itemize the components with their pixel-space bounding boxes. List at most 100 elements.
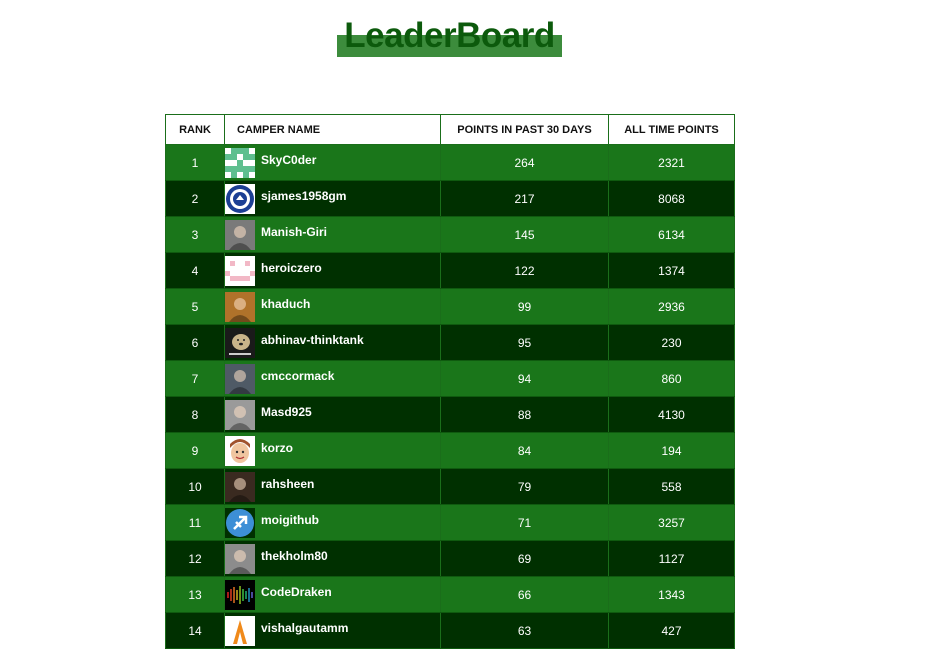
person-photo-graphic <box>225 399 255 430</box>
camper-cell: Masd925 <box>224 396 441 433</box>
rank-cell: 1 <box>165 144 225 181</box>
camper-cell: korzo <box>224 432 441 469</box>
recent-points-cell: 94 <box>440 360 609 397</box>
sagittarius-avatar[interactable] <box>225 507 255 538</box>
camper-cell: Manish-Giri <box>224 216 441 253</box>
camper-name-link[interactable]: rahsheen <box>261 476 315 491</box>
sagittarius-graphic <box>226 508 254 537</box>
camper-name-link[interactable]: CodeDraken <box>261 584 332 599</box>
club-crest-avatar[interactable] <box>225 183 255 214</box>
recent-points-cell: 66 <box>440 576 609 613</box>
photo-avatar[interactable] <box>225 471 255 502</box>
recent-points-cell: 122 <box>440 252 609 289</box>
photo-avatar[interactable] <box>225 363 255 394</box>
camper-name-link[interactable]: khaduch <box>261 296 311 311</box>
recent-points-column-header[interactable]: POINTS IN PAST 30 DAYS <box>440 114 609 145</box>
camper-cell: SkyC0der <box>224 144 441 181</box>
alltime-points-cell: 2936 <box>608 288 735 325</box>
camper-name-link[interactable]: abhinav-thinktank <box>261 332 364 347</box>
alltime-points-cell: 2321 <box>608 144 735 181</box>
camper-cell: sjames1958gm <box>224 180 441 217</box>
photo-avatar[interactable] <box>225 543 255 574</box>
alltime-points-cell: 1343 <box>608 576 735 613</box>
identicon-graphic <box>225 147 255 178</box>
camper-cell: rahsheen <box>224 468 441 505</box>
table-row: 13 CodeDraken 66 1343 <box>165 576 735 613</box>
page-title: LeaderBoard <box>344 16 555 55</box>
dog-photo-avatar[interactable] <box>225 327 255 358</box>
camper-cell: cmccormack <box>224 360 441 397</box>
alltime-points-cell: 1127 <box>608 540 735 577</box>
rank-cell: 9 <box>165 432 225 469</box>
title-highlight-bar <box>337 35 562 57</box>
person-photo-graphic <box>225 219 255 250</box>
person-photo-graphic <box>225 291 255 322</box>
rank-cell: 3 <box>165 216 225 253</box>
pixel-face-graphic <box>225 260 255 281</box>
alltime-points-column-header[interactable]: ALL TIME POINTS <box>608 114 735 145</box>
alltime-points-cell: 1374 <box>608 252 735 289</box>
camper-name-link[interactable]: moigithub <box>261 512 319 527</box>
camper-name-link[interactable]: korzo <box>261 440 294 455</box>
alltime-points-cell: 860 <box>608 360 735 397</box>
table-row: 5 khaduch 99 2936 <box>165 288 735 325</box>
table-row: 6 abhinav-thinktank 95 230 <box>165 324 735 361</box>
table-row: 2 sjames1958gm 217 8068 <box>165 180 735 217</box>
identicon-avatar[interactable] <box>225 147 255 178</box>
camper-name-link[interactable]: heroiczero <box>261 260 322 275</box>
rank-cell: 10 <box>165 468 225 505</box>
person-photo-graphic <box>225 543 255 574</box>
logo-graphic <box>233 619 247 644</box>
camper-name-link[interactable]: Masd925 <box>261 404 312 419</box>
rank-cell: 13 <box>165 576 225 613</box>
camper-name-column-header[interactable]: CAMPER NAME <box>224 114 441 145</box>
person-photo-graphic <box>225 471 255 502</box>
camper-name-link[interactable]: SkyC0der <box>261 152 317 167</box>
camper-cell: CodeDraken <box>224 576 441 613</box>
recent-points-cell: 217 <box>440 180 609 217</box>
recent-points-cell: 99 <box>440 288 609 325</box>
camper-name-link[interactable]: cmccormack <box>261 368 335 383</box>
rank-cell: 7 <box>165 360 225 397</box>
table-row: 4 heroiczero 122 1374 <box>165 252 735 289</box>
recent-points-cell: 84 <box>440 432 609 469</box>
camper-name-link[interactable]: sjames1958gm <box>261 188 347 203</box>
table-row: 1 SkyC0der 264 2321 <box>165 144 735 181</box>
logo-avatar[interactable] <box>225 615 255 646</box>
rank-cell: 8 <box>165 396 225 433</box>
photo-avatar[interactable] <box>225 399 255 430</box>
camper-cell: abhinav-thinktank <box>224 324 441 361</box>
table-row: 7 cmccormack 94 860 <box>165 360 735 397</box>
camper-name-link[interactable]: thekholm80 <box>261 548 328 563</box>
rank-cell: 12 <box>165 540 225 577</box>
camper-name-link[interactable]: Manish-Giri <box>261 224 328 239</box>
recent-points-cell: 145 <box>440 216 609 253</box>
alltime-points-cell: 427 <box>608 612 735 649</box>
camper-cell: vishalgautamm <box>224 612 441 649</box>
pixel-face-avatar[interactable] <box>225 255 255 286</box>
camper-cell: khaduch <box>224 288 441 325</box>
rank-cell: 11 <box>165 504 225 541</box>
rank-cell: 6 <box>165 324 225 361</box>
camper-name-link[interactable]: vishalgautamm <box>261 620 349 635</box>
recent-points-cell: 95 <box>440 324 609 361</box>
camper-cell: thekholm80 <box>224 540 441 577</box>
table-row: 12 thekholm80 69 1127 <box>165 540 735 577</box>
photo-avatar[interactable] <box>225 291 255 322</box>
equalizer-graphic <box>225 579 255 610</box>
photo-avatar[interactable] <box>225 219 255 250</box>
table-row: 9 korzo 84 194 <box>165 432 735 469</box>
rank-cell: 4 <box>165 252 225 289</box>
equalizer-avatar[interactable] <box>225 579 255 610</box>
cartoon-face-avatar[interactable] <box>225 435 255 466</box>
leaderboard-rows: 1 SkyC0der 264 2321 2 sjames1958gm 217 8068 3 Man… <box>165 144 735 649</box>
alltime-points-cell: 6134 <box>608 216 735 253</box>
alltime-points-cell: 558 <box>608 468 735 505</box>
recent-points-cell: 63 <box>440 612 609 649</box>
leaderboard-table: RANK CAMPER NAME POINTS IN PAST 30 DAYS … <box>165 114 735 649</box>
rank-cell: 5 <box>165 288 225 325</box>
alltime-points-cell: 8068 <box>608 180 735 217</box>
alltime-points-cell: 4130 <box>608 396 735 433</box>
rank-column-header[interactable]: RANK <box>165 114 225 145</box>
recent-points-cell: 79 <box>440 468 609 505</box>
